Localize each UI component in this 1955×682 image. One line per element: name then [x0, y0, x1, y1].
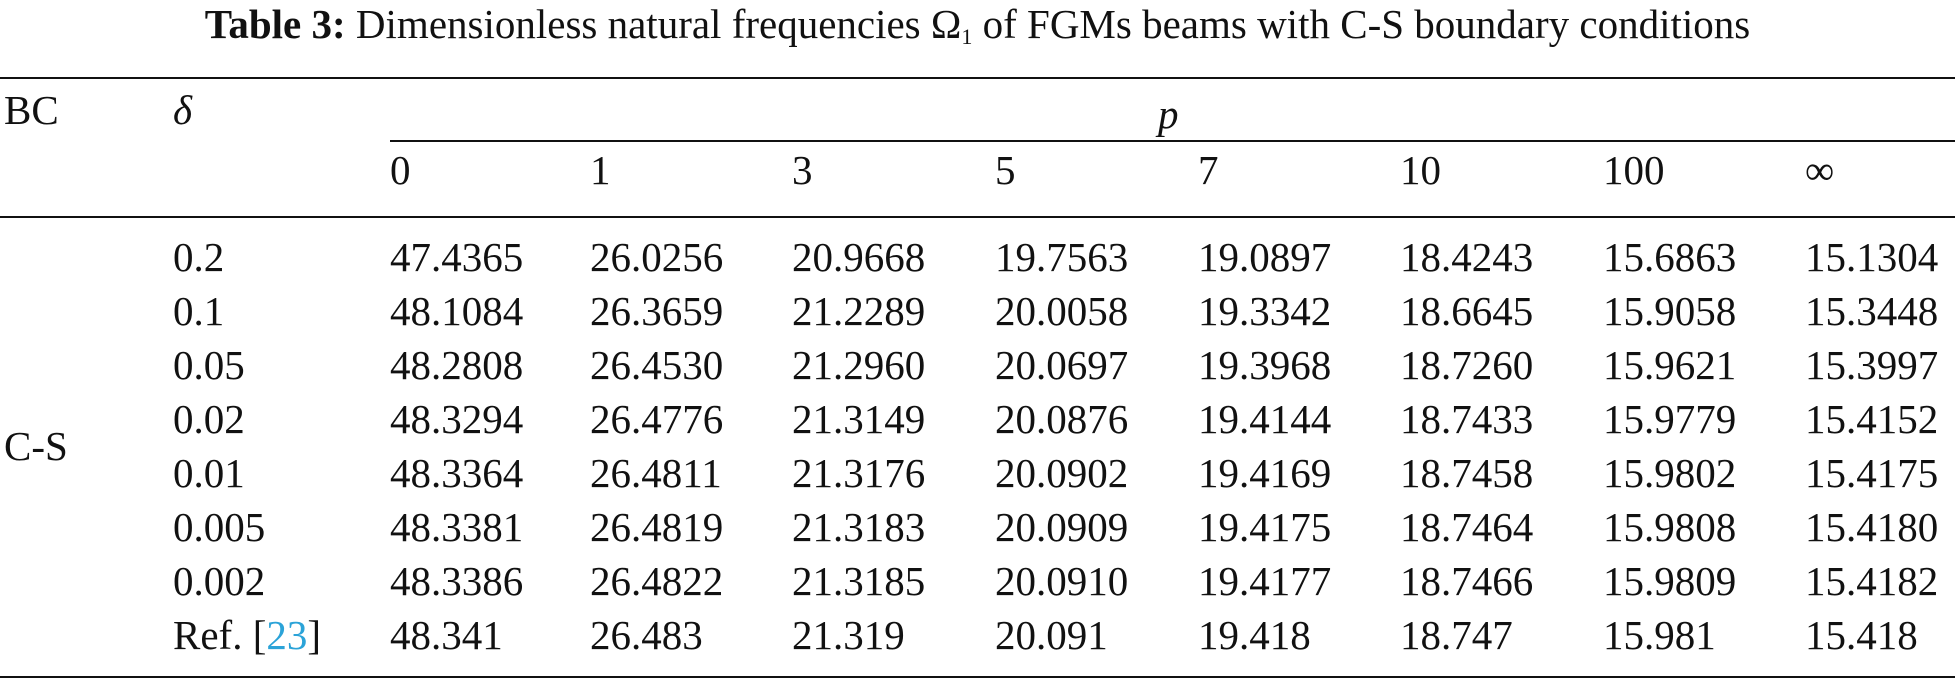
- table-cell: 26.0256: [590, 234, 724, 280]
- table-cell: 47.4365: [390, 234, 524, 280]
- table-cell: 15.6863: [1603, 234, 1737, 280]
- header-rule: [0, 216, 1955, 218]
- reference-link[interactable]: 23: [266, 612, 308, 658]
- table-cell: 15.9058: [1603, 288, 1737, 334]
- caption-subscript: 1: [961, 24, 973, 49]
- table-cell: 18.7433: [1400, 396, 1534, 442]
- table-cell: 48.2808: [390, 342, 524, 388]
- table-cell: 19.4169: [1198, 450, 1332, 496]
- header-p-value: 7: [1198, 147, 1219, 193]
- table-cell: 26.4530: [590, 342, 724, 388]
- delta-value: 0.01: [173, 450, 245, 496]
- table-cell: 20.0058: [995, 288, 1129, 334]
- table-cell: 15.9809: [1603, 558, 1737, 604]
- table-cell: 18.7458: [1400, 450, 1534, 496]
- table-cell: 48.3381: [390, 504, 524, 550]
- table-cell: 19.3968: [1198, 342, 1332, 388]
- table-cell: 15.9779: [1603, 396, 1737, 442]
- header-p-value: 1: [590, 147, 611, 193]
- header-p-value: 100: [1603, 147, 1665, 193]
- table-cell: 15.9808: [1603, 504, 1737, 550]
- table-cell: 21.3183: [792, 504, 926, 550]
- ref-prefix: Ref. [: [173, 612, 267, 658]
- header-p: p: [1158, 91, 1179, 137]
- delta-value: 0.1: [173, 288, 225, 334]
- table-cell: 21.3176: [792, 450, 926, 496]
- table-cell: 18.7464: [1400, 504, 1534, 550]
- ref-label: Ref. [23]: [173, 611, 321, 659]
- table-cell: 21.2289: [792, 288, 926, 334]
- table-cell: 20.0902: [995, 450, 1129, 496]
- table-cell: 21.3185: [792, 558, 926, 604]
- bottom-rule: [0, 676, 1955, 678]
- table-cell: 26.4822: [590, 558, 724, 604]
- ref-cell: 18.747: [1400, 612, 1513, 658]
- delta-value: 0.005: [173, 504, 266, 550]
- header-bc: BC: [4, 87, 59, 133]
- caption-text-end: of FGMs beams with C-S boundary conditio…: [972, 1, 1751, 47]
- caption-text: Dimensionless natural frequencies Ω: [355, 1, 962, 47]
- top-rule: [0, 77, 1955, 79]
- table-cell: 19.0897: [1198, 234, 1332, 280]
- caption-label: Table 3:: [204, 1, 346, 47]
- p-group-rule: [390, 140, 1955, 142]
- table-cell: 19.4144: [1198, 396, 1332, 442]
- table-cell: 19.3342: [1198, 288, 1332, 334]
- table-cell: 19.4175: [1198, 504, 1332, 550]
- header-p-value: 3: [792, 147, 813, 193]
- table-cell: 15.4152: [1805, 396, 1939, 442]
- table-cell: 26.4819: [590, 504, 724, 550]
- table-cell: 20.0910: [995, 558, 1129, 604]
- table-cell: 20.9668: [792, 234, 926, 280]
- header-p-value: 5: [995, 147, 1016, 193]
- table-cell: 20.0909: [995, 504, 1129, 550]
- header-p-value: ∞: [1805, 147, 1835, 193]
- ref-cell: 21.319: [792, 612, 905, 658]
- table-cell: 26.3659: [590, 288, 724, 334]
- bc-group-label: C-S: [4, 423, 68, 469]
- table-caption: Table 3: Dimensionless natural frequenci…: [0, 0, 1955, 60]
- table-cell: 15.3448: [1805, 288, 1939, 334]
- table-cell: 20.0697: [995, 342, 1129, 388]
- ref-cell: 15.981: [1603, 612, 1716, 658]
- table-cell: 20.0876: [995, 396, 1129, 442]
- table-cell: 19.4177: [1198, 558, 1332, 604]
- table-cell: 48.3386: [390, 558, 524, 604]
- header-delta: δ: [173, 87, 193, 133]
- header-p-value: 10: [1400, 147, 1441, 193]
- table-cell: 19.7563: [995, 234, 1129, 280]
- table-cell: 18.4243: [1400, 234, 1534, 280]
- delta-value: 0.002: [173, 558, 266, 604]
- table-cell: 18.7260: [1400, 342, 1534, 388]
- header-p-value: 0: [390, 147, 411, 193]
- table-cell: 18.6645: [1400, 288, 1534, 334]
- table-cell: 48.3294: [390, 396, 524, 442]
- table-cell: 48.3364: [390, 450, 524, 496]
- ref-cell: 15.418: [1805, 612, 1918, 658]
- table-cell: 15.4182: [1805, 558, 1939, 604]
- table-cell: 26.4776: [590, 396, 724, 442]
- delta-value: 0.02: [173, 396, 245, 442]
- table-cell: 21.3149: [792, 396, 926, 442]
- ref-cell: 20.091: [995, 612, 1108, 658]
- table-cell: 15.4180: [1805, 504, 1939, 550]
- ref-cell: 48.341: [390, 612, 503, 658]
- table-cell: 15.1304: [1805, 234, 1939, 280]
- table-cell: 15.4175: [1805, 450, 1939, 496]
- table-cell: 48.1084: [390, 288, 524, 334]
- table-cell: 21.2960: [792, 342, 926, 388]
- ref-cell: 19.418: [1198, 612, 1311, 658]
- delta-value: 0.05: [173, 342, 245, 388]
- table-cell: 15.3997: [1805, 342, 1939, 388]
- delta-value: 0.2: [173, 234, 225, 280]
- table-cell: 26.4811: [590, 450, 722, 496]
- table-cell: 18.7466: [1400, 558, 1534, 604]
- ref-cell: 26.483: [590, 612, 703, 658]
- table-cell: 15.9621: [1603, 342, 1737, 388]
- ref-suffix: ]: [307, 612, 322, 658]
- table-cell: 15.9802: [1603, 450, 1737, 496]
